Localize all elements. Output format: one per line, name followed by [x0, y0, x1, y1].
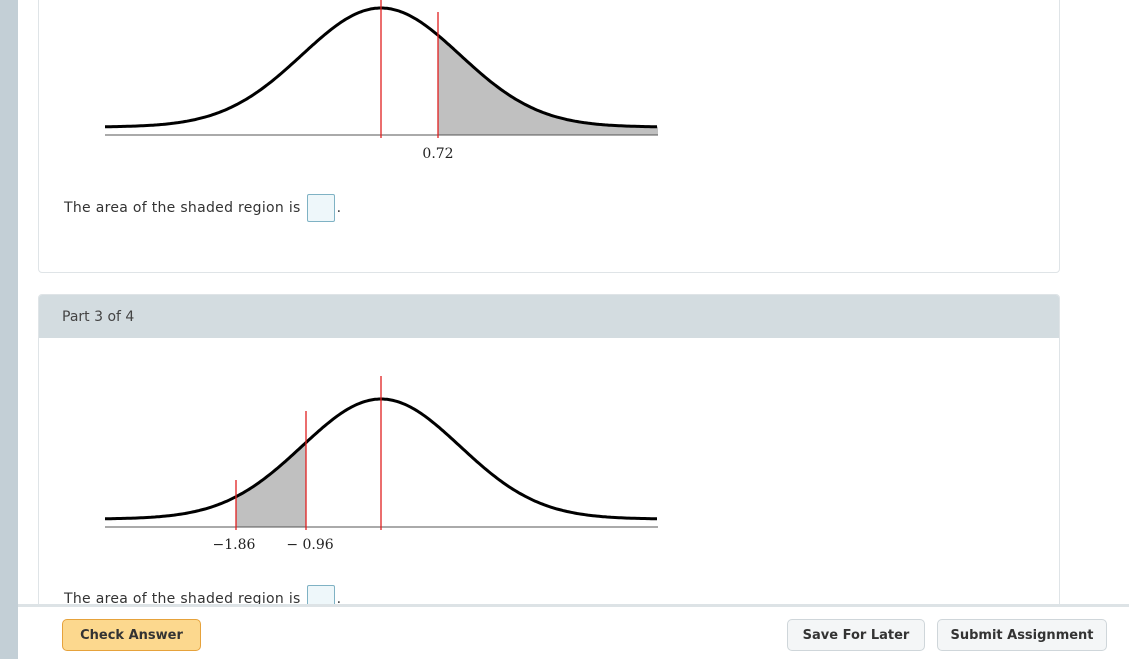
- answer-input[interactable]: [306, 194, 335, 222]
- normal-curve-graph: −1.86 − 0.96: [105, 376, 658, 553]
- prompt-text: The area of the shaded region is: [64, 200, 301, 216]
- check-answer-button[interactable]: Check Answer: [62, 619, 201, 651]
- z-label: 0.72: [422, 146, 453, 162]
- prompt-suffix: .: [336, 591, 342, 607]
- footer-bar: Check Answer Save For Later Submit Assig…: [18, 604, 1129, 662]
- question-prompt: The area of the shaded region is.: [64, 194, 341, 222]
- save-for-later-button[interactable]: Save For Later: [787, 619, 925, 651]
- prompt-text: The area of the shaded region is: [64, 591, 301, 607]
- z-label: − 0.96: [286, 537, 333, 553]
- z-label: −1.86: [213, 537, 256, 553]
- prompt-suffix: .: [336, 200, 342, 216]
- submit-assignment-button[interactable]: Submit Assignment: [937, 619, 1107, 651]
- normal-curve-graph: 0.72: [105, 0, 658, 162]
- shaded-region: [438, 35, 658, 135]
- part-header: Part 3 of 4: [39, 295, 1059, 338]
- question-card: [38, 0, 1060, 273]
- shaded-region: [236, 442, 306, 527]
- question-card: Part 3 of 4: [38, 294, 1060, 626]
- sidebar: [0, 0, 18, 659]
